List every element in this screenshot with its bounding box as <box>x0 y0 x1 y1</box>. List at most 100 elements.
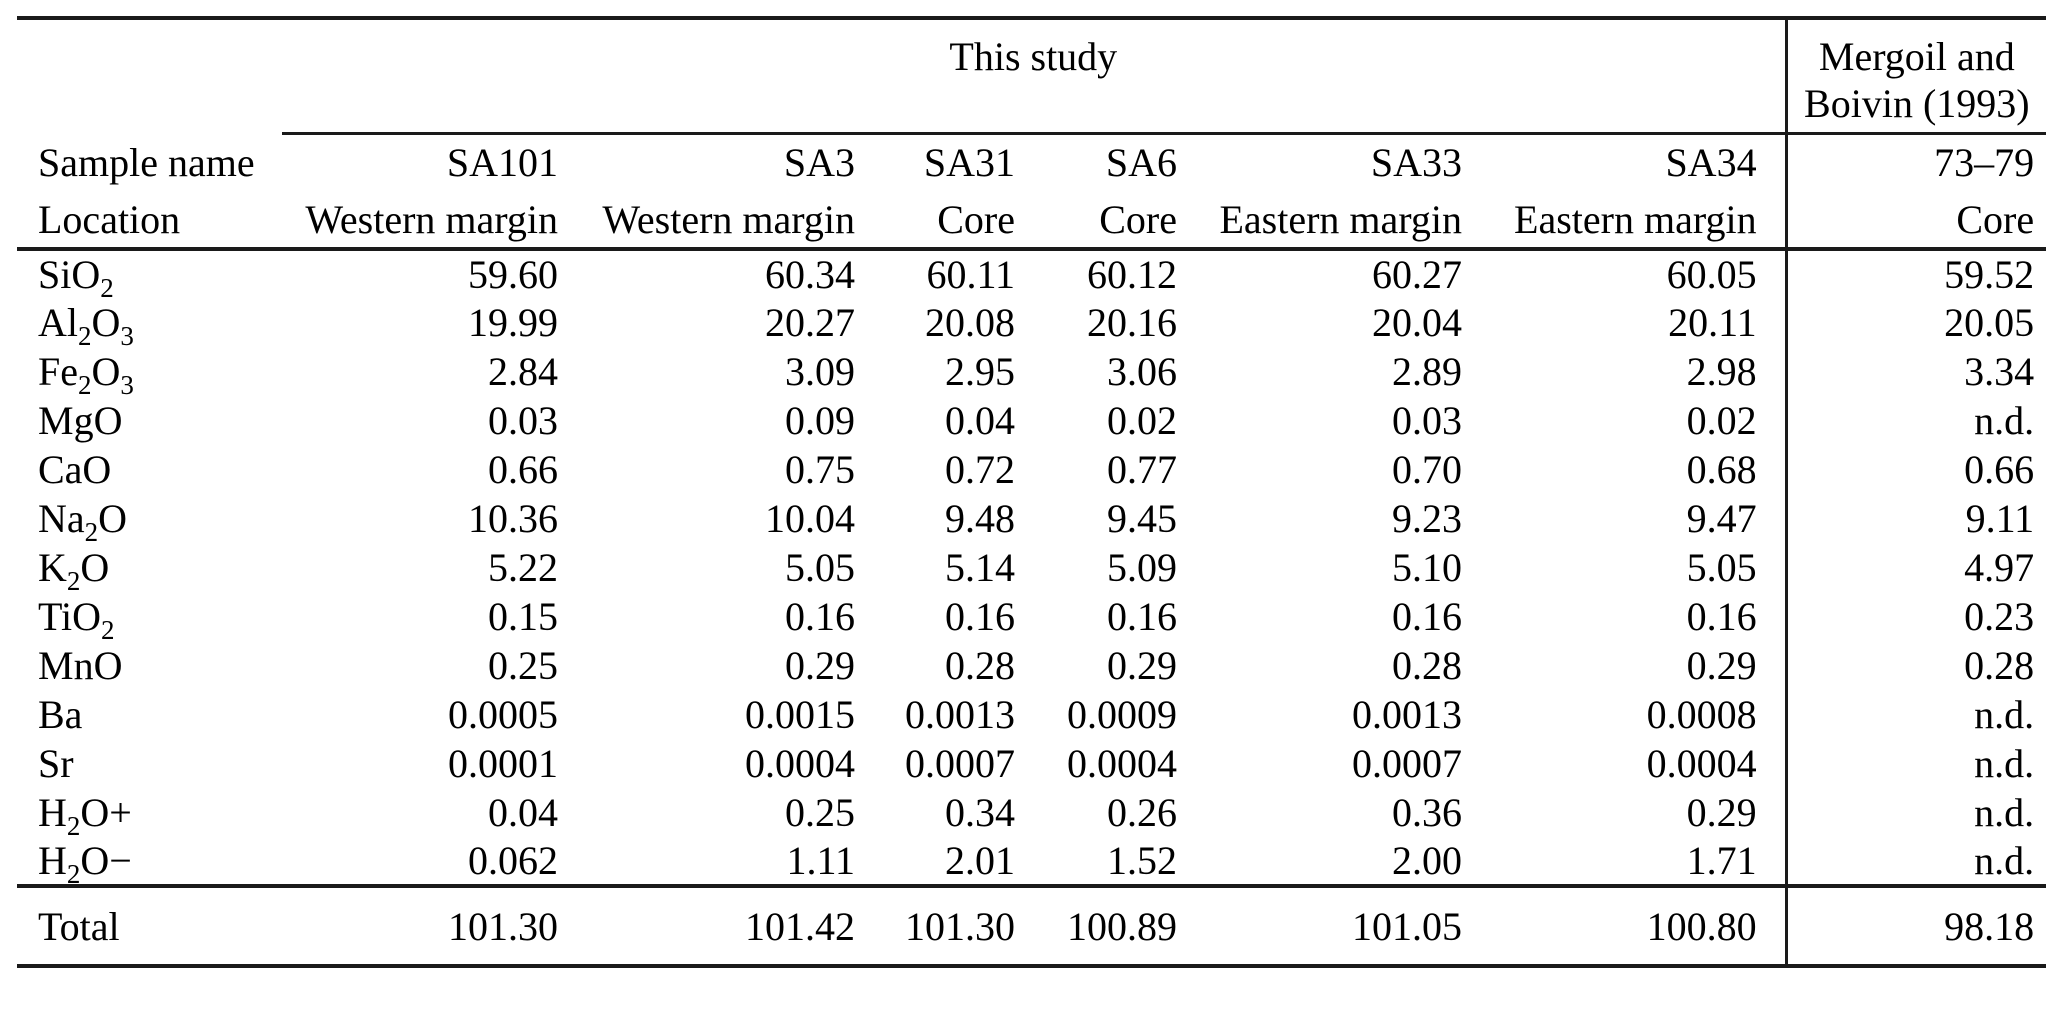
value-cell: 60.05 <box>1666 252 1757 297</box>
row-label-cell: Ba <box>38 692 83 737</box>
value-cell: 60.12 <box>1087 252 1177 297</box>
value-cell: 20.11 <box>1668 300 1757 345</box>
total-value: 100.80 <box>1476 884 1787 968</box>
table-row: Ba 0.0005 0.0015 0.0013 0.0009 0.0013 0.0008 n.… <box>17 690 2047 739</box>
value-cell: 9.48 <box>945 496 1015 541</box>
value-cell: 0.0004 <box>1646 741 1757 786</box>
sample-name: SA33 <box>1370 140 1462 186</box>
sample-location: Western margin <box>572 191 869 251</box>
value-cell: n.d. <box>1784 739 2047 788</box>
value-cell: 0.25 <box>785 790 855 835</box>
value-cell: 0.16 <box>1686 594 1757 639</box>
value-cell: n.d. <box>1784 837 2047 886</box>
total-value: 101.30 <box>869 884 1029 968</box>
value-cell: 20.16 <box>1087 300 1177 345</box>
value-cell: n.d. <box>1784 788 2047 837</box>
value-cell: 60.11 <box>926 252 1015 297</box>
total-value: 101.30 <box>282 884 572 968</box>
value-cell: 10.36 <box>468 496 558 541</box>
value-cell: 5.05 <box>785 545 855 590</box>
row-label-cell: K2O <box>38 545 110 596</box>
row-label-cell: CaO <box>38 447 112 492</box>
location-row: Location Western margin Western margin C… <box>17 191 2047 251</box>
value-cell: 0.28 <box>1392 643 1462 688</box>
value-cell: 1.11 <box>786 838 855 883</box>
group-header-spacer <box>17 18 282 133</box>
row-label-cell: Sr <box>38 741 74 786</box>
paper-table-page: This study Mergoil and Boivin (1993) Sam… <box>0 16 2067 1017</box>
value-cell: 0.68 <box>1686 447 1757 492</box>
value-cell: 10.04 <box>765 496 855 541</box>
value-cell: 0.0013 <box>1352 692 1462 737</box>
value-cell: 0.72 <box>945 447 1015 492</box>
sample-name: SA3 <box>783 140 855 186</box>
value-cell: 0.0005 <box>448 692 558 737</box>
composition-table: This study Mergoil and Boivin (1993) Sam… <box>17 16 2047 968</box>
value-cell: 0.77 <box>1107 447 1177 492</box>
row-label-cell: MnO <box>38 643 123 688</box>
value-cell: n.d. <box>1784 690 2047 739</box>
value-cell: 0.75 <box>785 447 855 492</box>
total-value: 98.18 <box>1784 884 2047 968</box>
value-cell: 0.16 <box>1392 594 1462 639</box>
value-cell: 3.09 <box>785 349 855 394</box>
value-cell: 5.10 <box>1392 545 1462 590</box>
value-cell: 2.84 <box>488 349 558 394</box>
table-row: TiO2 0.15 0.16 0.16 0.16 0.16 0.16 0.23 <box>17 592 2047 644</box>
total-label: Total <box>17 884 282 968</box>
value-cell: 9.11 <box>1784 494 2047 543</box>
value-cell: 19.99 <box>468 300 558 345</box>
total-value: 101.05 <box>1191 884 1476 968</box>
value-cell: 2.89 <box>1392 349 1462 394</box>
sample-location: Core <box>1784 191 2047 251</box>
value-cell: 0.0015 <box>745 692 855 737</box>
sample-location: Eastern margin <box>1476 191 1787 251</box>
value-cell: 5.05 <box>1686 545 1757 590</box>
table-row: MgO 0.03 0.09 0.04 0.02 0.03 0.02 n.d. <box>17 396 2047 445</box>
value-cell: 0.29 <box>1686 643 1757 688</box>
value-cell: 0.0004 <box>1067 741 1177 786</box>
sample-name: SA31 <box>923 140 1015 186</box>
value-cell: 0.02 <box>1686 398 1757 443</box>
value-cell: 0.0013 <box>905 692 1015 737</box>
value-cell: 20.05 <box>1784 298 2047 347</box>
sample-location: Core <box>869 191 1029 251</box>
reference-line-1: Mergoil and <box>1818 34 2015 79</box>
group-header-row: This study Mergoil and Boivin (1993) <box>17 18 2047 135</box>
sample-location: Core <box>1029 191 1191 251</box>
value-cell: 9.45 <box>1107 496 1177 541</box>
value-cell: 0.29 <box>785 643 855 688</box>
value-cell: 0.0007 <box>1352 741 1462 786</box>
value-cell: 9.47 <box>1686 496 1757 541</box>
value-cell: 0.26 <box>1107 790 1177 835</box>
sample-name: SA101 <box>446 140 558 186</box>
table-body: SiO2 59.60 60.34 60.11 60.12 60.27 60.05 59.52 A… <box>17 249 2047 888</box>
value-cell: 0.28 <box>945 643 1015 688</box>
value-cell: 20.08 <box>925 300 1015 345</box>
value-cell: 2.01 <box>945 838 1015 883</box>
value-cell: 9.23 <box>1392 496 1462 541</box>
value-cell: 0.23 <box>1784 592 2047 641</box>
value-cell: 20.27 <box>765 300 855 345</box>
value-cell: 0.15 <box>488 594 558 639</box>
table-row: H2O+ 0.04 0.25 0.34 0.26 0.36 0.29 n.d. <box>17 788 2047 840</box>
total-value: 100.89 <box>1029 884 1191 968</box>
value-cell: 0.16 <box>785 594 855 639</box>
table-footer: Total 101.30 101.42 101.30 100.89 101.05… <box>17 884 2047 968</box>
sample-name: SA34 <box>1665 140 1757 186</box>
reference-group-header: Mergoil and Boivin (1993) <box>1784 18 2047 135</box>
value-cell: 0.16 <box>945 594 1015 639</box>
value-cell: 2.00 <box>1392 838 1462 883</box>
value-cell: 2.98 <box>1686 349 1757 394</box>
value-cell: 0.02 <box>1107 398 1177 443</box>
total-row: Total 101.30 101.42 101.30 100.89 101.05… <box>17 884 2047 968</box>
table-row: CaO 0.66 0.75 0.72 0.77 0.70 0.68 0.66 <box>17 445 2047 494</box>
value-cell: 1.71 <box>1686 838 1757 883</box>
this-study-group-header: This study <box>282 18 1787 135</box>
value-cell: 0.04 <box>945 398 1015 443</box>
value-cell: 59.52 <box>1784 249 2047 298</box>
row-label-cell: MgO <box>38 398 123 443</box>
table-header: This study Mergoil and Boivin (1993) Sam… <box>17 18 2047 251</box>
table-row: K2O 5.22 5.05 5.14 5.09 5.10 5.05 4.97 <box>17 543 2047 596</box>
value-cell: 0.29 <box>1107 643 1177 688</box>
